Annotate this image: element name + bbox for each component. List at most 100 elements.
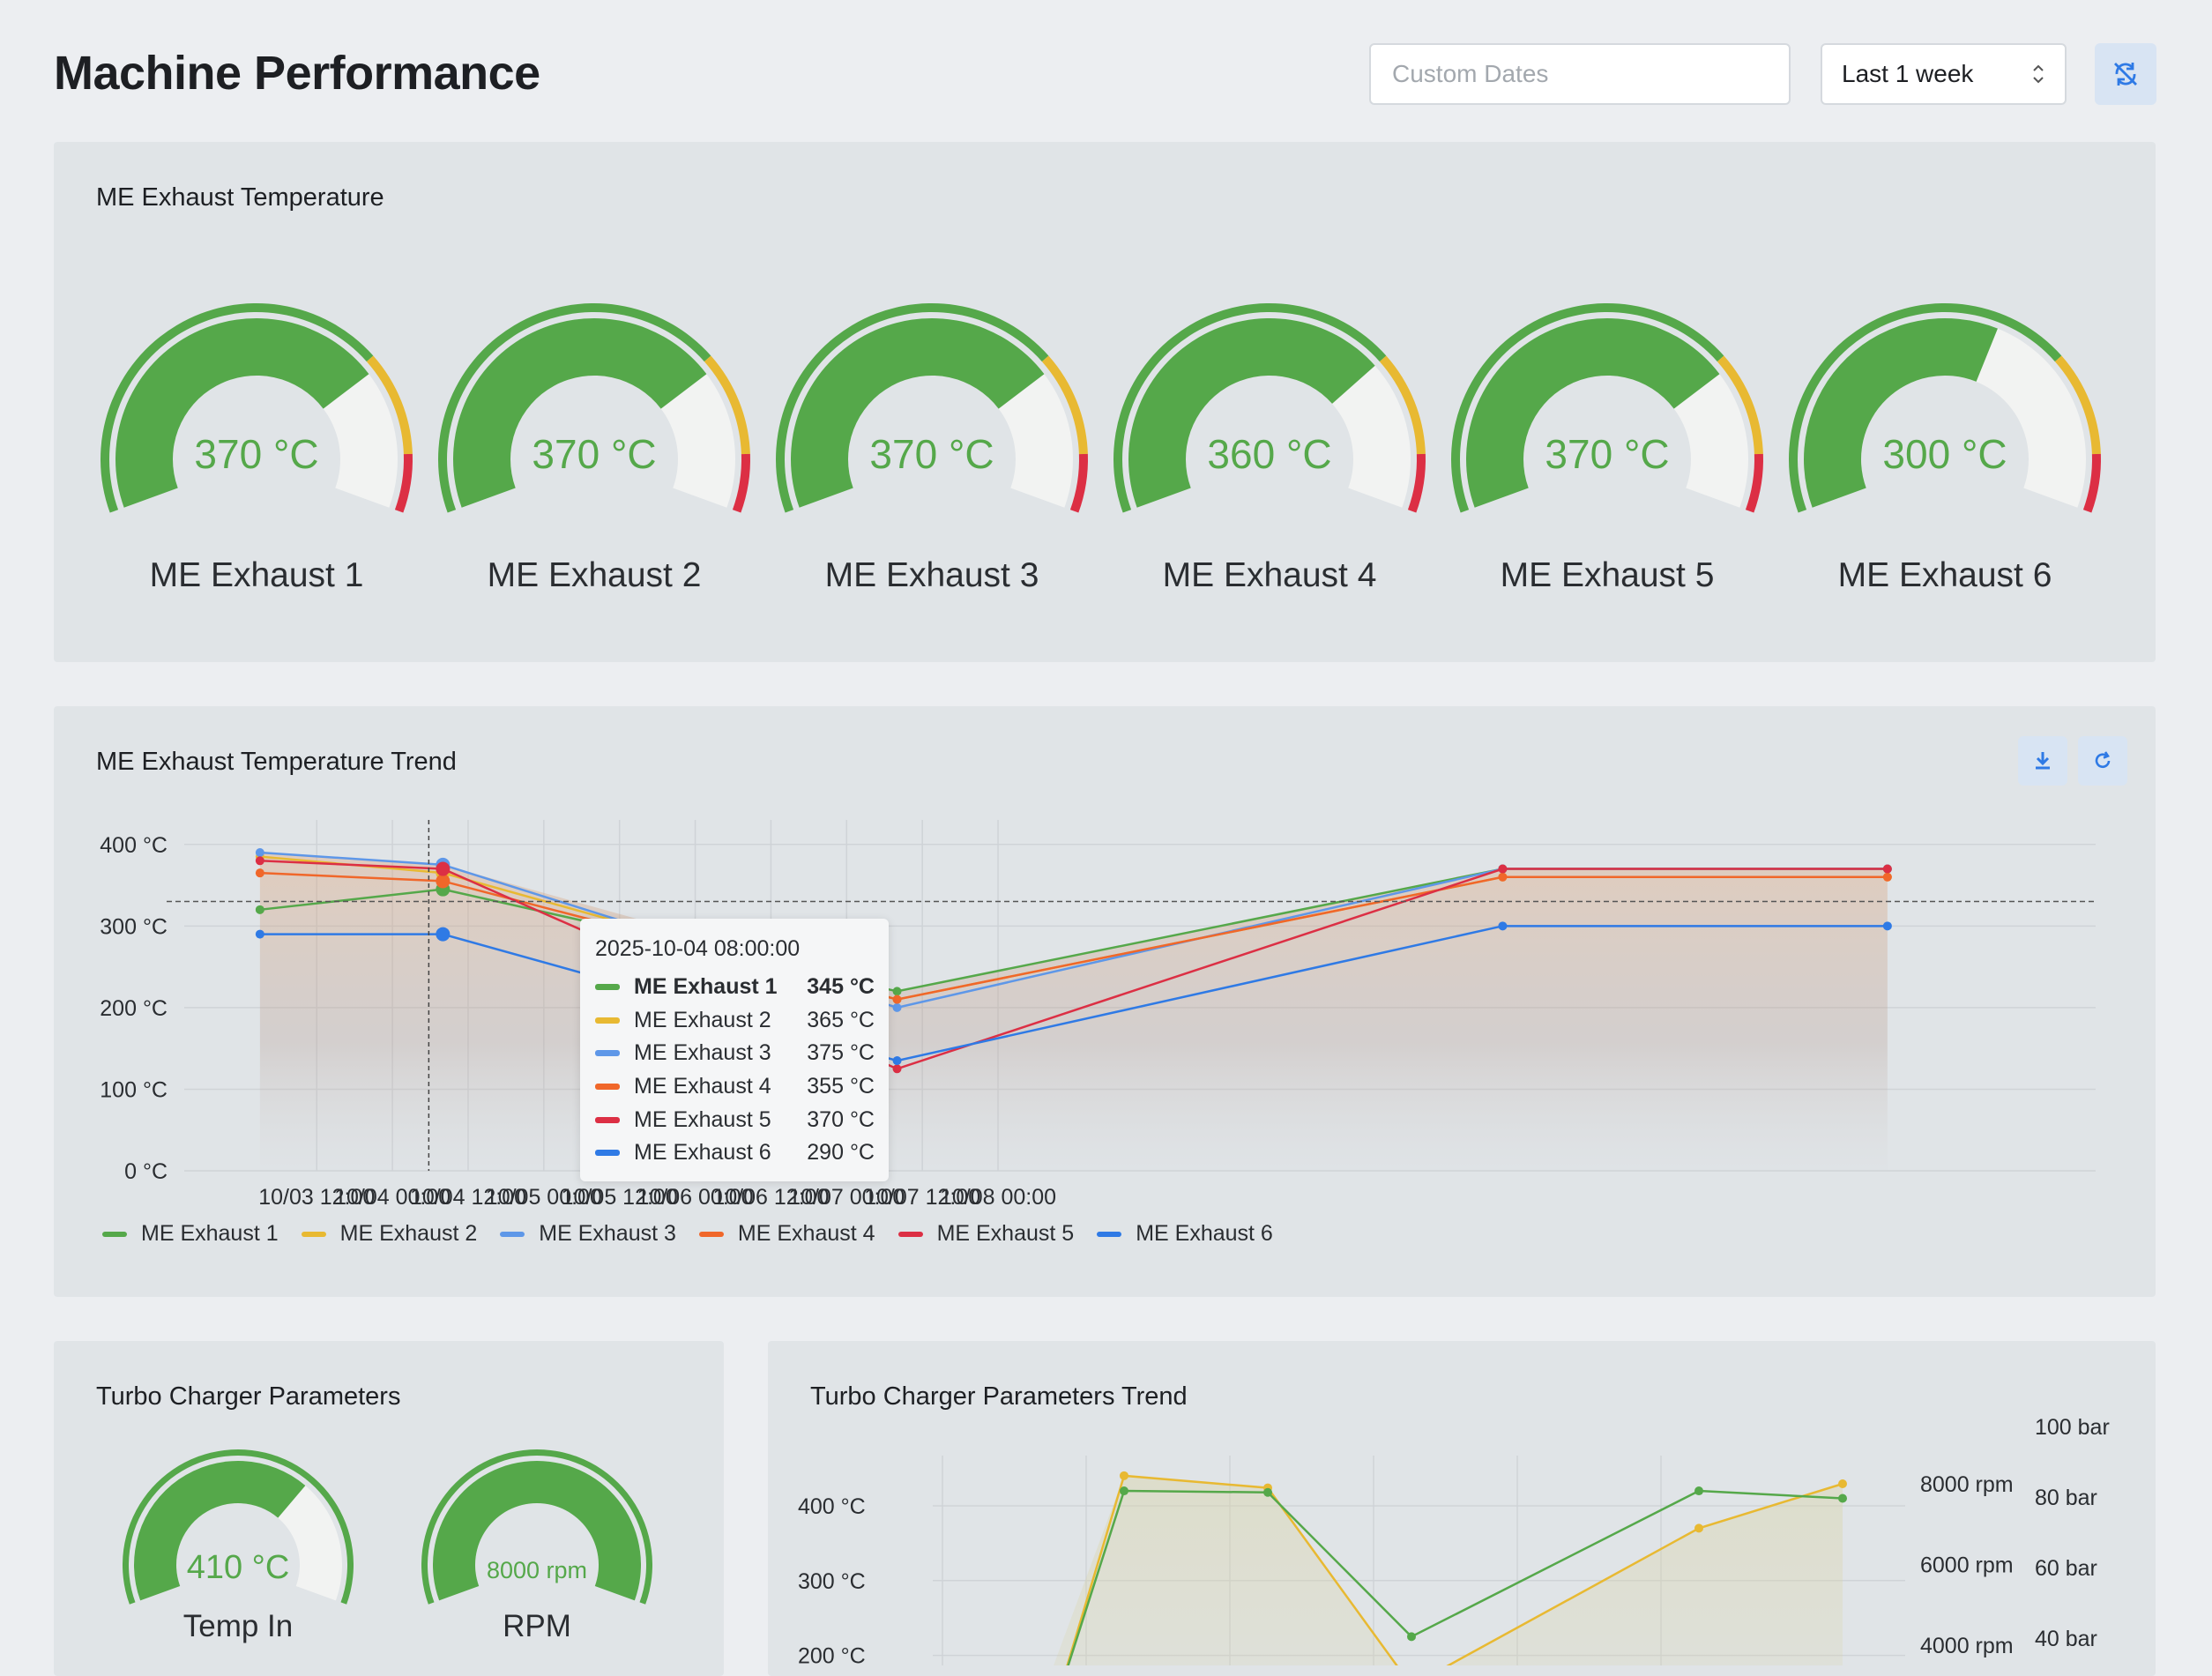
x-tick-label: 10/08 00:00 (940, 1185, 1056, 1210)
turbo-rpm-gauge: 8000 rpm (413, 1441, 660, 1662)
gauge-ring-segment (1041, 355, 1088, 455)
legend-item[interactable]: ME Exhaust 2 (301, 1221, 477, 1247)
series-point[interactable] (892, 1056, 902, 1066)
gauge-ring-segment (1717, 355, 1763, 455)
series-point[interactable] (436, 861, 451, 876)
series-point[interactable] (892, 994, 902, 1004)
legend-item[interactable]: ME Exhaust 1 (102, 1221, 279, 1247)
legend-item[interactable]: ME Exhaust 6 (1097, 1221, 1273, 1247)
gauge-value-fill (453, 317, 707, 508)
tooltip-row: ME Exhaust 1 345 °C (595, 971, 875, 1004)
series-point[interactable] (1882, 872, 1892, 882)
series-point[interactable] (1407, 1632, 1416, 1642)
series-point[interactable] (436, 874, 451, 889)
exhaust-gauge-label: ME Exhaust 3 (824, 556, 1039, 594)
series-point[interactable] (1694, 1486, 1703, 1496)
turbo-trend-title: Turbo Charger Parameters Trend (810, 1382, 1188, 1411)
tooltip-row: ME Exhaust 3 375 °C (595, 1037, 875, 1070)
gauge-value-fill (1128, 317, 1375, 508)
y-tick-label: 400 °C (798, 1494, 866, 1519)
gauge-ring-segment (366, 355, 413, 455)
series-line[interactable] (1054, 1489, 1843, 1665)
turbo-trend-chart[interactable]: 400 °C 300 °C 200 °C 8000 rpm 6000 rpm 4000 r… (768, 1341, 2212, 1665)
tooltip-time: 2025-10-04 08:00:00 (595, 936, 801, 961)
series-point[interactable] (1882, 921, 1892, 931)
time-range-select[interactable]: Last 1 week (1821, 43, 2067, 105)
tooltip-swatch (595, 1017, 620, 1024)
series-point[interactable] (892, 987, 902, 996)
series-point[interactable] (255, 905, 264, 914)
sync-off-icon (2114, 63, 2137, 86)
x-tick-label: 10/04 00:00 (334, 1185, 451, 1210)
legend-item[interactable]: ME Exhaust 3 (500, 1221, 676, 1247)
download-button[interactable] (2018, 736, 2067, 786)
series-point[interactable] (255, 868, 264, 878)
tooltip-swatch (595, 1084, 620, 1091)
series-point[interactable] (1882, 864, 1892, 874)
gauge-ring-segment (1379, 355, 1426, 455)
legend-label: ME Exhaust 1 (141, 1221, 279, 1246)
x-tick-label: 10/06 00:00 (637, 1185, 754, 1210)
turbo-rpm-label: RPM (503, 1609, 571, 1643)
gauge-ring-segment (2054, 355, 2101, 455)
tooltip-swatch (595, 1150, 620, 1157)
chart-tooltip: 2025-10-04 08:00:00 ME Exhaust 1 345 °C ME… (580, 919, 889, 1181)
y-right-bar-tick-label: 100 bar (2035, 1415, 2110, 1440)
gauge-value: 370 °C (532, 431, 656, 477)
series-point[interactable] (1120, 1471, 1128, 1480)
gauge-ring-segment (2082, 453, 2101, 513)
legend-item[interactable]: ME Exhaust 5 (897, 1221, 1074, 1247)
exhaust-gauge-label: ME Exhaust 6 (1837, 556, 2052, 594)
tooltip-series-value: 370 °C (807, 1106, 875, 1132)
series-point[interactable] (892, 1002, 902, 1012)
exhaust-gauge: 370 °C (427, 292, 762, 547)
tooltip-series-value: 290 °C (807, 1140, 875, 1166)
y-tick-label: 100 °C (100, 1077, 168, 1102)
sync-off-button[interactable] (2095, 43, 2156, 105)
refresh-button[interactable] (2078, 736, 2127, 786)
series-line[interactable] (1054, 1474, 1843, 1665)
select-arrows-icon (2031, 63, 2045, 86)
series-point[interactable] (1263, 1487, 1272, 1497)
series-point[interactable] (1694, 1523, 1703, 1533)
legend-swatch (500, 1231, 525, 1237)
y-tick-label: 0 °C (124, 1159, 168, 1184)
y-tick-label: 400 °C (100, 833, 168, 858)
chart-legend: ME Exhaust 1 ME Exhaust 2 ME Exhaust 3 ME E… (102, 1221, 1296, 1247)
legend-swatch (102, 1231, 127, 1237)
gauge-ring-segment (732, 453, 750, 513)
series-point[interactable] (255, 856, 264, 866)
tooltip-row: ME Exhaust 5 370 °C (595, 1103, 875, 1136)
tooltip-series-name: ME Exhaust 6 (634, 1140, 771, 1166)
series-point[interactable] (1120, 1486, 1128, 1496)
series-point[interactable] (1498, 872, 1508, 882)
gauge-value-fill (1466, 317, 1720, 508)
tooltip-series-name: ME Exhaust 3 (634, 1040, 771, 1066)
x-tick-label: 10/05 00:00 (486, 1185, 602, 1210)
gauge-value: 370 °C (869, 431, 994, 477)
x-tick-label: 10/07 12:00 (864, 1185, 980, 1210)
legend-swatch (301, 1231, 326, 1237)
exhaust-gauge: 370 °C (764, 292, 1099, 547)
tooltip-series-value: 365 °C (807, 1007, 875, 1032)
series-point[interactable] (892, 1064, 902, 1074)
tooltip-series-name: ME Exhaust 5 (634, 1106, 771, 1132)
tooltip-series-name: ME Exhaust 4 (634, 1074, 771, 1099)
series-point[interactable] (255, 848, 264, 858)
series-point[interactable] (1838, 1479, 1847, 1488)
tooltip-series-name: ME Exhaust 1 (634, 974, 778, 1000)
custom-dates-input[interactable] (1369, 43, 1791, 105)
series-point[interactable] (1498, 921, 1508, 931)
y-right-rpm-tick-label: 6000 rpm (1920, 1553, 2014, 1578)
tooltip-series-value: 345 °C (807, 974, 875, 1000)
y-tick-label: 200 °C (100, 996, 168, 1021)
gauge-ring-segment (1407, 453, 1426, 513)
series-point[interactable] (1498, 864, 1508, 874)
series-point[interactable] (255, 929, 264, 939)
series-point[interactable] (1838, 1494, 1847, 1503)
tooltip-row: ME Exhaust 2 365 °C (595, 1004, 875, 1038)
gauge-ring-segment (1745, 453, 1763, 513)
legend-item[interactable]: ME Exhaust 4 (698, 1221, 875, 1247)
series-point[interactable] (436, 927, 451, 942)
